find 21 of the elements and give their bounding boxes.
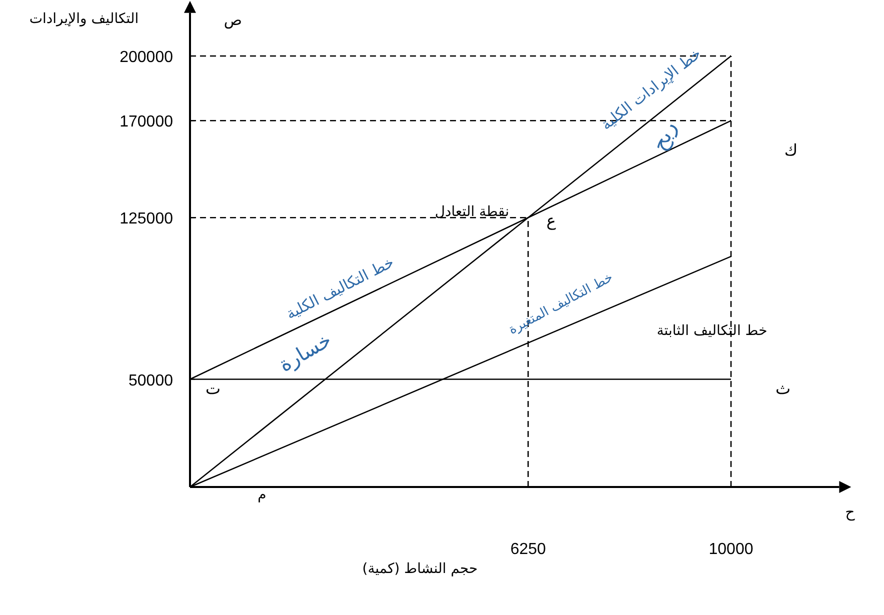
annotation: ك (784, 140, 798, 160)
x-tick-label: 6250 (510, 541, 546, 558)
y-axis-title: التكاليف والإيرادات (29, 11, 139, 27)
y-tick-label: 125000 (120, 210, 174, 228)
annotation: خط التكاليف الكلية (283, 253, 397, 323)
annotation: م (258, 487, 266, 503)
x-tick-label: 10000 (708, 541, 754, 558)
y-tick-label: 170000 (120, 114, 174, 131)
x-axis-title: حجم النشاط (كمية) (362, 561, 478, 577)
y-tick-label: 50000 (128, 372, 174, 390)
annotation: ربح (646, 118, 682, 155)
annotation: ت (205, 378, 221, 398)
annotation: نقطة التعادل (434, 204, 510, 220)
y-tick-label: 200000 (120, 49, 174, 66)
annotation: خط التكاليف المتغيرة (506, 270, 616, 338)
annotation: خط التكاليف الثابتة (656, 323, 768, 339)
annotation: ث (775, 378, 791, 398)
annotation: خسارة (274, 328, 336, 376)
text: ح (845, 503, 856, 521)
annotation: ع (546, 211, 556, 230)
annotation: ص (224, 11, 242, 29)
